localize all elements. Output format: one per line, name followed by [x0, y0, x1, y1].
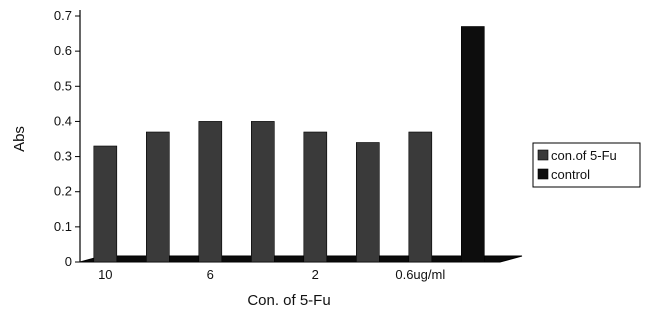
bar [146, 131, 170, 263]
bar [460, 26, 485, 263]
legend-swatch [537, 149, 549, 161]
y-tick-label: 0.3 [54, 149, 72, 164]
bar [198, 121, 223, 263]
legend-label: con.of 5-Fu [551, 148, 617, 163]
legend-label: control [551, 167, 590, 182]
legend-box [532, 142, 641, 188]
legend-swatch [537, 168, 549, 180]
y-tick-label: 0.1 [54, 219, 72, 234]
bar [303, 131, 328, 263]
x-axis-title: Con. of 5-Fu [247, 292, 330, 309]
y-tick-label: 0.4 [54, 113, 72, 128]
plot-area: 0 0.1 0.2 0.3 0.4 0.5 0.6 0.7 10 6 2 0.6ug/ml [54, 8, 523, 282]
y-tick-label: 0.2 [54, 184, 72, 199]
y-tick-label: 0.7 [54, 8, 72, 23]
bar [251, 121, 275, 263]
y-tick-label: 0 [65, 254, 72, 269]
y-axis-title: Abs [11, 126, 28, 152]
x-tick-label: 2 [312, 267, 319, 282]
x-tick-label: 10 [98, 267, 112, 282]
bar [408, 131, 433, 263]
y-tick-label: 0.6 [54, 43, 72, 58]
bar [93, 145, 118, 263]
legend: con.of 5-Fu control [532, 142, 641, 188]
x-tick-label: 0.6ug/ml [395, 267, 445, 282]
bar [355, 142, 380, 263]
x-tick-label: 6 [207, 267, 214, 282]
y-tick-label: 0.5 [54, 78, 72, 93]
